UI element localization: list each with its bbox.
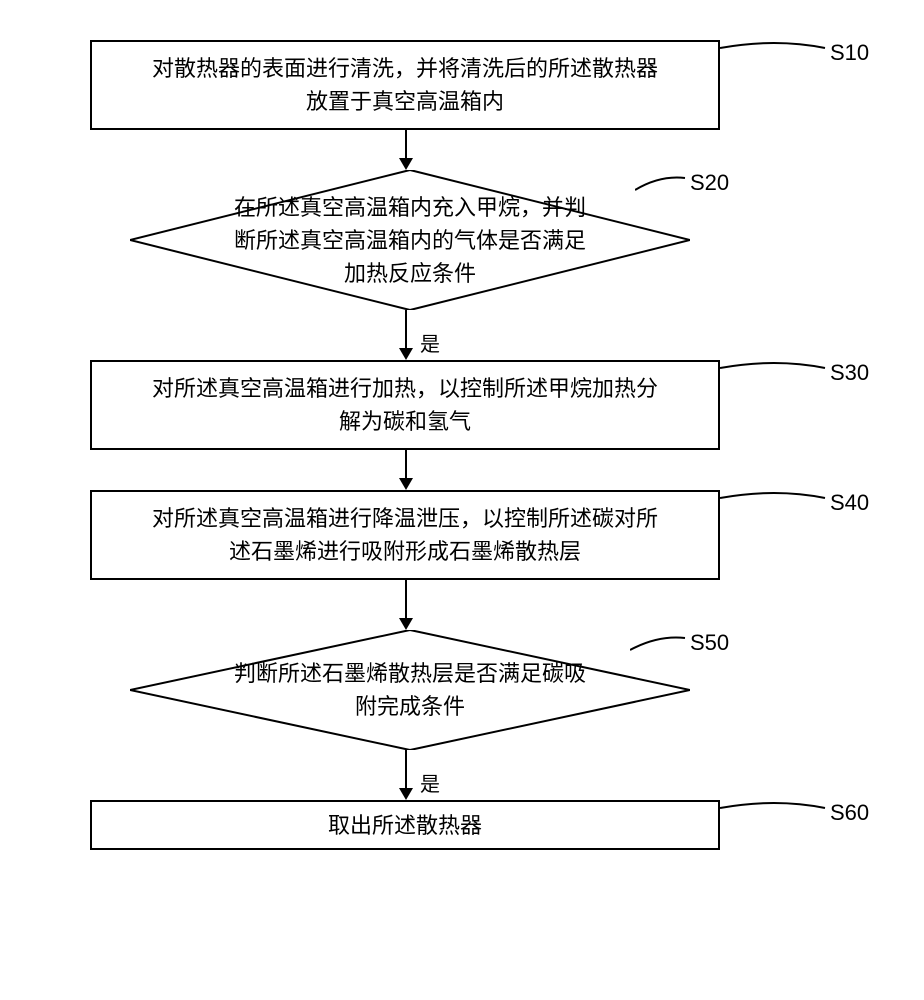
label-s30: S30 bbox=[830, 360, 869, 386]
edge-s40-s50 bbox=[405, 580, 407, 630]
node-s10-text: 对散热器的表面进行清洗，并将清洗后的所述散热器放置于真空高温箱内 bbox=[152, 52, 658, 118]
edge-s50-s60-label: 是 bbox=[420, 768, 440, 797]
label-s40: S40 bbox=[830, 490, 869, 516]
label-connector-s10 bbox=[720, 40, 830, 60]
node-s20: 在所述真空高温箱内充入甲烷，并判断所述真空高温箱内的气体是否满足加热反应条件 bbox=[130, 170, 690, 310]
label-connector-s40 bbox=[720, 490, 830, 510]
node-s50-text: 判断所述石墨烯散热层是否满足碳吸附完成条件 bbox=[234, 657, 586, 723]
node-s30-text: 对所述真空高温箱进行加热，以控制所述甲烷加热分解为碳和氢气 bbox=[152, 372, 658, 438]
edge-s30-s40 bbox=[405, 450, 407, 490]
node-s40-text: 对所述真空高温箱进行降温泄压，以控制所述碳对所述石墨烯进行吸附形成石墨烯散热层 bbox=[152, 502, 658, 568]
node-s40: 对所述真空高温箱进行降温泄压，以控制所述碳对所述石墨烯进行吸附形成石墨烯散热层 bbox=[90, 490, 720, 580]
edge-s20-s30 bbox=[405, 310, 407, 360]
node-s60: 取出所述散热器 bbox=[90, 800, 720, 850]
label-s60: S60 bbox=[830, 800, 869, 826]
node-s20-text: 在所述真空高温箱内充入甲烷，并判断所述真空高温箱内的气体是否满足加热反应条件 bbox=[234, 191, 586, 290]
label-s50: S50 bbox=[690, 630, 729, 656]
node-s10: 对散热器的表面进行清洗，并将清洗后的所述散热器放置于真空高温箱内 bbox=[90, 40, 720, 130]
label-connector-s50 bbox=[630, 630, 690, 655]
node-s50: 判断所述石墨烯散热层是否满足碳吸附完成条件 bbox=[130, 630, 690, 750]
edge-s10-s20 bbox=[405, 130, 407, 170]
label-s10: S10 bbox=[830, 40, 869, 66]
label-s20: S20 bbox=[690, 170, 729, 196]
edge-s50-s60 bbox=[405, 750, 407, 800]
label-connector-s30 bbox=[720, 360, 830, 380]
label-connector-s60 bbox=[720, 800, 830, 820]
flowchart-container: 对散热器的表面进行清洗，并将清洗后的所述散热器放置于真空高温箱内 S10 在所述… bbox=[30, 40, 894, 960]
label-connector-s20 bbox=[635, 170, 690, 195]
node-s60-text: 取出所述散热器 bbox=[328, 809, 482, 842]
edge-s20-s30-label: 是 bbox=[420, 328, 440, 357]
node-s30: 对所述真空高温箱进行加热，以控制所述甲烷加热分解为碳和氢气 bbox=[90, 360, 720, 450]
